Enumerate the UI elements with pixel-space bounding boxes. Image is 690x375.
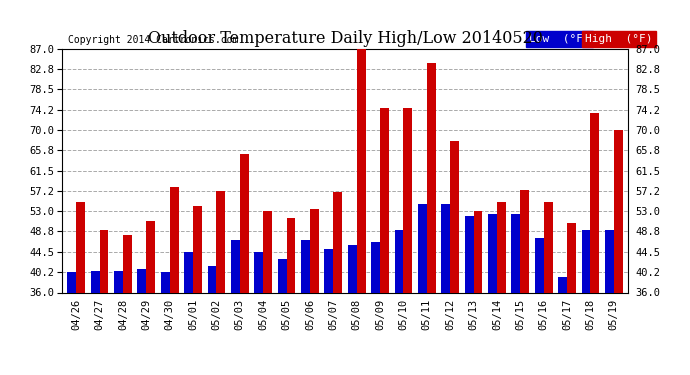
Bar	[511, 214, 520, 292]
Bar	[184, 252, 193, 292]
Bar	[497, 202, 506, 292]
Bar	[488, 214, 497, 292]
Bar	[450, 141, 459, 292]
Bar	[301, 240, 310, 292]
Bar	[99, 230, 108, 292]
Bar	[348, 245, 357, 292]
Bar	[67, 272, 76, 292]
Bar	[193, 207, 202, 292]
Text: Low  (°F): Low (°F)	[529, 34, 590, 44]
Bar	[605, 230, 614, 292]
Title: Outdoor Temperature Daily High/Low 20140520: Outdoor Temperature Daily High/Low 20140…	[148, 30, 542, 47]
Text: High  (°F): High (°F)	[585, 34, 653, 44]
Bar	[582, 230, 591, 292]
Bar	[114, 271, 123, 292]
Bar	[464, 216, 473, 292]
Bar	[76, 202, 85, 292]
Text: Copyright 2014 Cartronics.com: Copyright 2014 Cartronics.com	[68, 35, 238, 45]
Bar	[591, 113, 600, 292]
Bar	[395, 230, 404, 292]
Bar	[544, 202, 553, 292]
Bar	[123, 235, 132, 292]
Bar	[380, 108, 389, 292]
Bar	[427, 63, 435, 292]
Bar	[324, 249, 333, 292]
Bar	[90, 271, 99, 292]
Bar	[442, 204, 450, 292]
Bar	[371, 242, 380, 292]
Bar	[231, 240, 240, 292]
Bar	[520, 190, 529, 292]
Bar	[240, 154, 248, 292]
Bar	[567, 223, 576, 292]
Bar	[473, 211, 482, 292]
Bar	[146, 221, 155, 292]
Bar	[137, 268, 146, 292]
Bar	[170, 188, 179, 292]
Bar	[310, 209, 319, 292]
Bar	[357, 49, 366, 292]
Bar	[614, 130, 623, 292]
Bar	[208, 266, 217, 292]
Bar	[535, 237, 544, 292]
Bar	[217, 191, 226, 292]
Bar	[418, 204, 427, 292]
Bar	[277, 259, 286, 292]
Bar	[333, 192, 342, 292]
Bar	[161, 272, 170, 292]
Bar	[263, 211, 272, 292]
Bar	[404, 108, 413, 292]
Bar	[286, 218, 295, 292]
Bar	[255, 252, 263, 292]
Bar	[558, 277, 567, 292]
